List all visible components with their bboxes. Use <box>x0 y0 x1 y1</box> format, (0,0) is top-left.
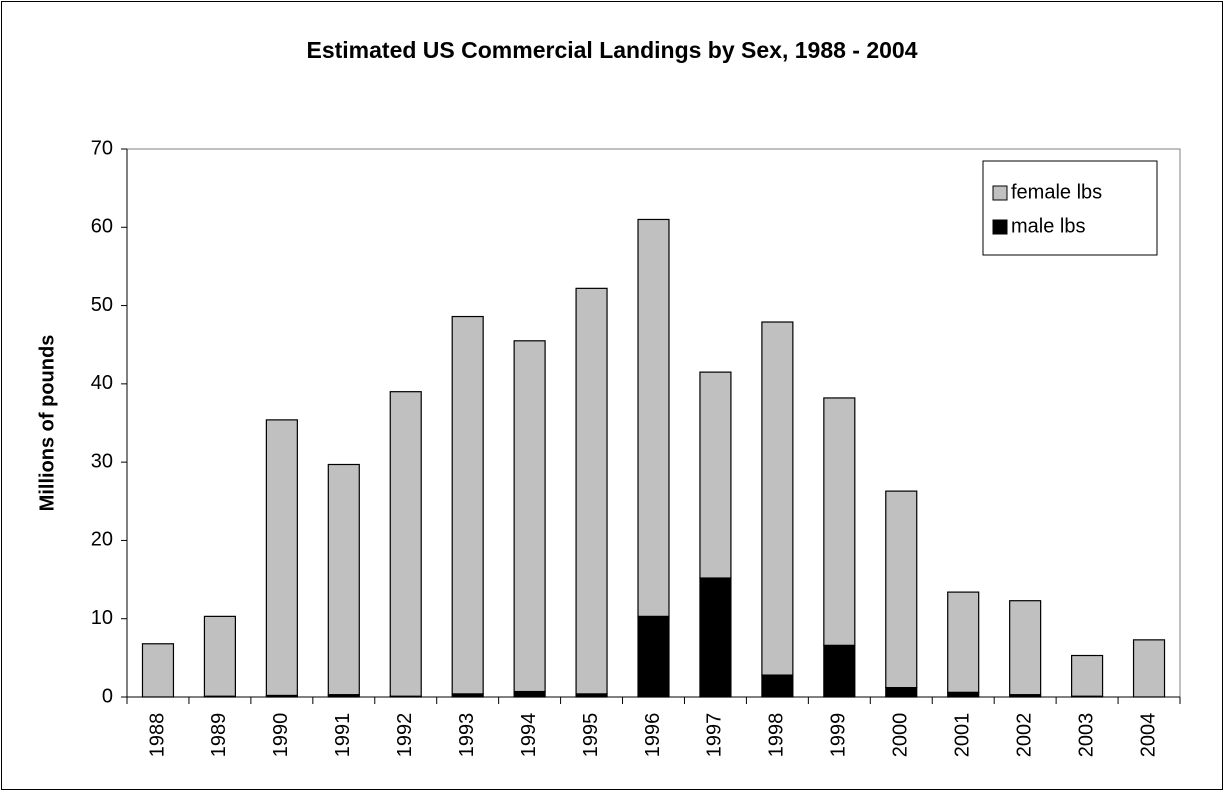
bar-segment <box>1009 600 1042 696</box>
bar-segment <box>637 218 670 617</box>
bar-segment <box>513 690 546 698</box>
x-tick-label: 1989 <box>208 713 230 758</box>
x-tick-label: 1991 <box>332 713 354 758</box>
bar-segment <box>513 340 546 693</box>
y-tick-label: 0 <box>102 685 113 707</box>
bar-segment <box>637 615 670 698</box>
bar-segment <box>885 687 918 698</box>
x-tick-label: 1994 <box>518 713 540 758</box>
y-axis-label: Millions of pounds <box>36 335 58 512</box>
bar-segment <box>761 674 794 698</box>
y-tick-label: 10 <box>91 607 113 629</box>
bar-segment <box>761 321 794 676</box>
y-tick-label: 60 <box>91 216 113 238</box>
bar-segment <box>947 691 980 698</box>
bar-segment <box>823 644 856 698</box>
x-tick-label: 1998 <box>766 713 788 758</box>
x-tick-label: 1988 <box>146 713 168 758</box>
bar-segment <box>451 315 484 695</box>
legend-label: female lbs <box>1011 181 1102 203</box>
x-tick-label: 1999 <box>828 713 850 758</box>
x-tick-label: 2000 <box>890 713 912 758</box>
legend-box <box>982 160 1158 256</box>
legend-swatch <box>992 185 1008 201</box>
x-tick-label: 1995 <box>580 713 602 758</box>
bar-segment <box>141 643 175 698</box>
bar-segment <box>389 391 422 697</box>
y-tick-label: 70 <box>91 137 113 159</box>
x-tick-label: 2003 <box>1075 713 1097 758</box>
x-tick-label: 1992 <box>394 713 416 758</box>
bar-segment <box>823 397 856 646</box>
x-tick-label: 2001 <box>951 713 973 758</box>
bar-segment <box>327 463 360 696</box>
y-tick-label: 30 <box>91 450 113 472</box>
y-tick-label: 50 <box>91 294 113 316</box>
legend-label: male lbs <box>1011 215 1085 237</box>
bar-segment <box>1132 639 1166 698</box>
bar-segment <box>203 615 236 697</box>
bar-segment <box>885 490 918 689</box>
x-tick-label: 1993 <box>456 713 478 758</box>
bar-segment <box>947 591 980 693</box>
x-tick-label: 2002 <box>1013 713 1035 758</box>
x-tick-label: 1996 <box>642 713 664 758</box>
x-tick-label: 2004 <box>1137 713 1159 758</box>
x-tick-label: 1990 <box>270 713 292 758</box>
bar-segment <box>699 577 732 698</box>
bar-segment <box>699 371 732 579</box>
chart-title: Estimated US Commercial Landings by Sex,… <box>306 37 917 63</box>
y-tick-label: 40 <box>91 372 113 394</box>
y-tick-label: 20 <box>91 529 113 551</box>
bar-segment <box>1071 654 1104 697</box>
x-tick-label: 1997 <box>704 713 726 758</box>
legend-swatch <box>992 219 1008 235</box>
bar-segment <box>575 287 608 695</box>
bar-segment <box>265 419 298 697</box>
